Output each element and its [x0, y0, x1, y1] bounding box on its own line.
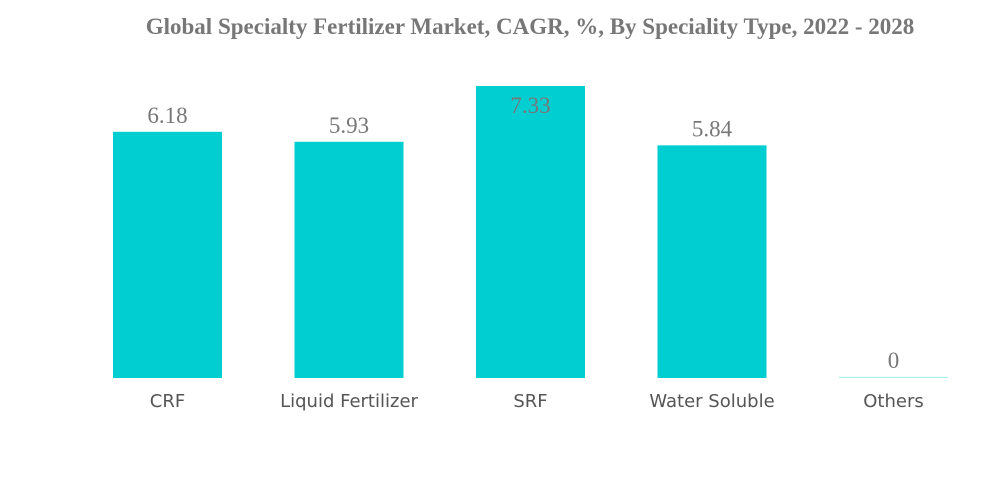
bar-srf — [476, 86, 585, 378]
data-label: 5.93 — [329, 113, 369, 138]
bar-others — [839, 376, 948, 378]
category-label: Others — [863, 391, 924, 412]
data-label: 6.18 — [147, 103, 187, 128]
chart-title: Global Specialty Fertilizer Market, CAGR… — [145, 14, 915, 39]
category-label: CRF — [150, 391, 185, 412]
bar-liquid-fertilizer — [294, 141, 404, 378]
bar-water-soluble — [657, 145, 767, 378]
bar-crf — [113, 131, 222, 378]
category-label: Water Soluble — [649, 391, 774, 412]
category-label: SRF — [513, 391, 547, 412]
data-label: 5.84 — [692, 116, 733, 141]
data-label: 0 — [888, 348, 900, 373]
data-label: 7.33 — [510, 93, 550, 118]
category-label: Liquid Fertilizer — [280, 391, 418, 412]
